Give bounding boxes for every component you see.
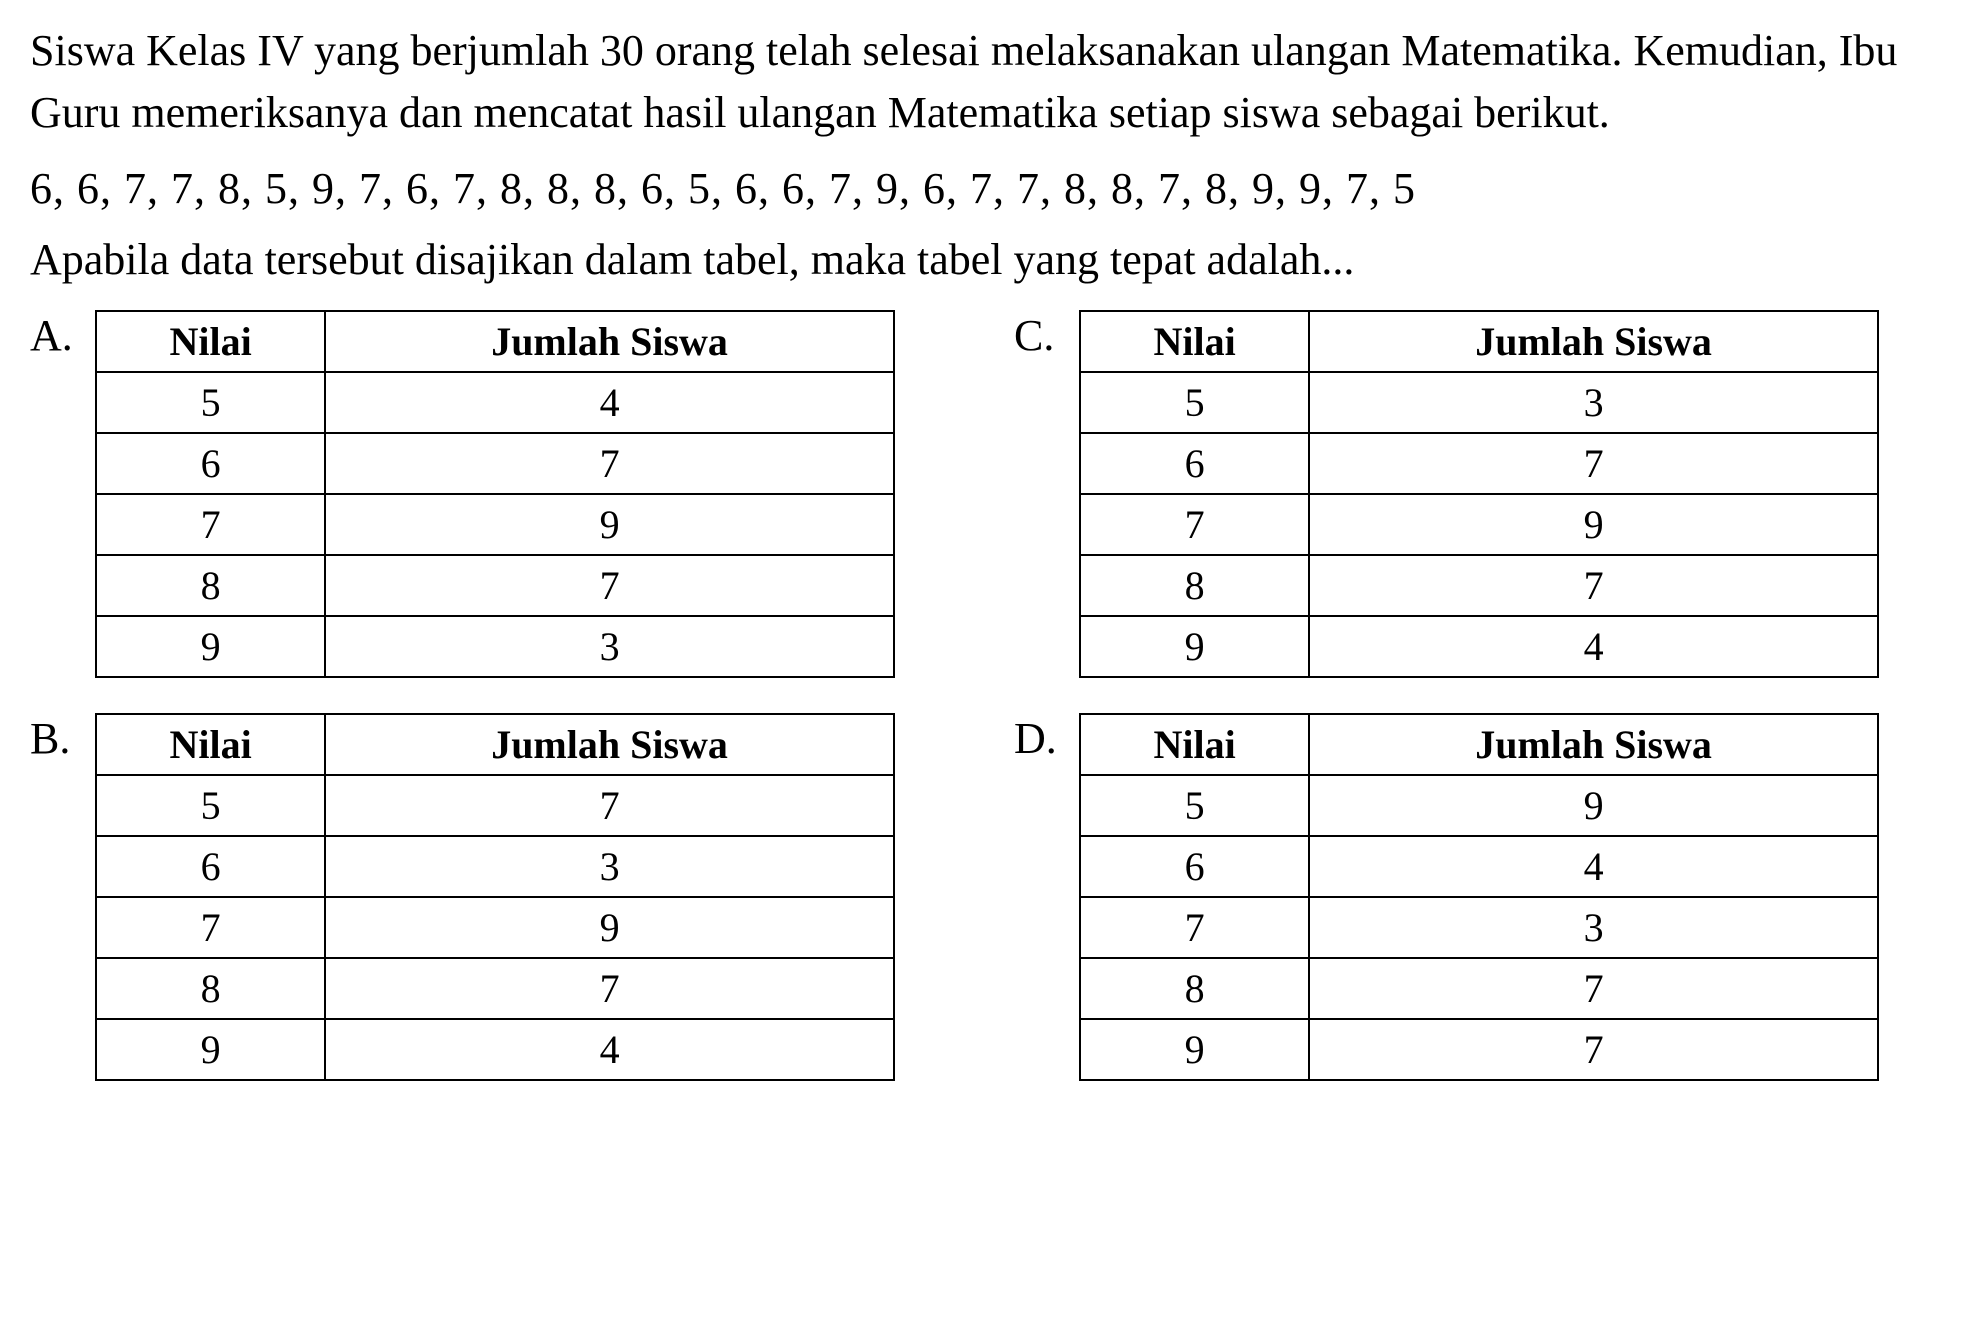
cell-nilai: 7: [1080, 897, 1309, 958]
cell-nilai: 5: [1080, 372, 1309, 433]
cell-jumlah: 7: [325, 775, 894, 836]
cell-nilai: 9: [96, 616, 325, 677]
cell-jumlah: 7: [325, 433, 894, 494]
table-row: 6 7: [96, 433, 894, 494]
option-d-table: Nilai Jumlah Siswa 5 9 6 4 7 3 8: [1079, 713, 1879, 1081]
cell-jumlah: 7: [325, 555, 894, 616]
cell-nilai: 9: [1080, 1019, 1309, 1080]
table-row: 5 4: [96, 372, 894, 433]
header-nilai: Nilai: [96, 714, 325, 775]
table-row: 7 9: [1080, 494, 1878, 555]
option-a-label: A.: [30, 310, 80, 361]
cell-jumlah: 4: [325, 1019, 894, 1080]
cell-nilai: 6: [1080, 836, 1309, 897]
table-row: 8 7: [1080, 958, 1878, 1019]
header-jumlah: Jumlah Siswa: [1309, 714, 1878, 775]
option-c: C. Nilai Jumlah Siswa 5 3 6 7 7: [1014, 310, 1938, 678]
header-nilai: Nilai: [1080, 311, 1309, 372]
cell-nilai: 7: [96, 494, 325, 555]
table-row: 6 3: [96, 836, 894, 897]
cell-jumlah: 4: [1309, 836, 1878, 897]
option-d-label: D.: [1014, 713, 1064, 764]
table-row: 5 3: [1080, 372, 1878, 433]
cell-nilai: 8: [1080, 958, 1309, 1019]
cell-nilai: 9: [1080, 616, 1309, 677]
question-intro: Siswa Kelas IV yang berjumlah 30 orang t…: [30, 20, 1938, 143]
cell-jumlah: 9: [1309, 775, 1878, 836]
option-b-label: B.: [30, 713, 80, 764]
option-c-table: Nilai Jumlah Siswa 5 3 6 7 7 9 8: [1079, 310, 1879, 678]
option-d: D. Nilai Jumlah Siswa 5 9 6 4 7: [1014, 713, 1938, 1081]
cell-jumlah: 7: [1309, 1019, 1878, 1080]
data-sequence: 6, 6, 7, 7, 8, 5, 9, 7, 6, 7, 8, 8, 8, 6…: [30, 163, 1938, 214]
cell-jumlah: 3: [325, 616, 894, 677]
table-header-row: Nilai Jumlah Siswa: [96, 714, 894, 775]
table-row: 9 7: [1080, 1019, 1878, 1080]
option-b: B. Nilai Jumlah Siswa 5 7 6 3 7: [30, 713, 954, 1081]
option-a: A. Nilai Jumlah Siswa 5 4 6 7 7: [30, 310, 954, 678]
table-row: 9 3: [96, 616, 894, 677]
cell-jumlah: 9: [325, 494, 894, 555]
table-row: 7 9: [96, 897, 894, 958]
table-header-row: Nilai Jumlah Siswa: [96, 311, 894, 372]
cell-nilai: 6: [96, 836, 325, 897]
cell-jumlah: 3: [1309, 372, 1878, 433]
cell-nilai: 7: [1080, 494, 1309, 555]
cell-nilai: 5: [1080, 775, 1309, 836]
cell-jumlah: 4: [1309, 616, 1878, 677]
cell-jumlah: 3: [1309, 897, 1878, 958]
header-jumlah: Jumlah Siswa: [325, 311, 894, 372]
cell-nilai: 5: [96, 372, 325, 433]
sub-question: Apabila data tersebut disajikan dalam ta…: [30, 234, 1938, 285]
options-container: A. Nilai Jumlah Siswa 5 4 6 7 7: [30, 310, 1938, 1081]
header-jumlah: Jumlah Siswa: [1309, 311, 1878, 372]
cell-nilai: 8: [96, 555, 325, 616]
cell-nilai: 5: [96, 775, 325, 836]
table-row: 8 7: [96, 555, 894, 616]
table-row: 6 7: [1080, 433, 1878, 494]
header-nilai: Nilai: [1080, 714, 1309, 775]
cell-nilai: 9: [96, 1019, 325, 1080]
cell-jumlah: 7: [1309, 555, 1878, 616]
table-row: 9 4: [96, 1019, 894, 1080]
cell-jumlah: 7: [1309, 433, 1878, 494]
cell-jumlah: 7: [325, 958, 894, 1019]
cell-jumlah: 9: [1309, 494, 1878, 555]
table-row: 8 7: [1080, 555, 1878, 616]
header-nilai: Nilai: [96, 311, 325, 372]
cell-nilai: 6: [1080, 433, 1309, 494]
cell-jumlah: 3: [325, 836, 894, 897]
table-header-row: Nilai Jumlah Siswa: [1080, 714, 1878, 775]
option-a-table: Nilai Jumlah Siswa 5 4 6 7 7 9 8: [95, 310, 895, 678]
cell-jumlah: 9: [325, 897, 894, 958]
cell-jumlah: 4: [325, 372, 894, 433]
cell-nilai: 7: [96, 897, 325, 958]
table-row: 8 7: [96, 958, 894, 1019]
cell-nilai: 8: [1080, 555, 1309, 616]
table-row: 7 9: [96, 494, 894, 555]
table-row: 5 9: [1080, 775, 1878, 836]
option-c-label: C.: [1014, 310, 1064, 361]
option-b-table: Nilai Jumlah Siswa 5 7 6 3 7 9 8: [95, 713, 895, 1081]
header-jumlah: Jumlah Siswa: [325, 714, 894, 775]
cell-jumlah: 7: [1309, 958, 1878, 1019]
cell-nilai: 8: [96, 958, 325, 1019]
table-row: 7 3: [1080, 897, 1878, 958]
table-row: 9 4: [1080, 616, 1878, 677]
cell-nilai: 6: [96, 433, 325, 494]
table-row: 6 4: [1080, 836, 1878, 897]
table-header-row: Nilai Jumlah Siswa: [1080, 311, 1878, 372]
table-row: 5 7: [96, 775, 894, 836]
